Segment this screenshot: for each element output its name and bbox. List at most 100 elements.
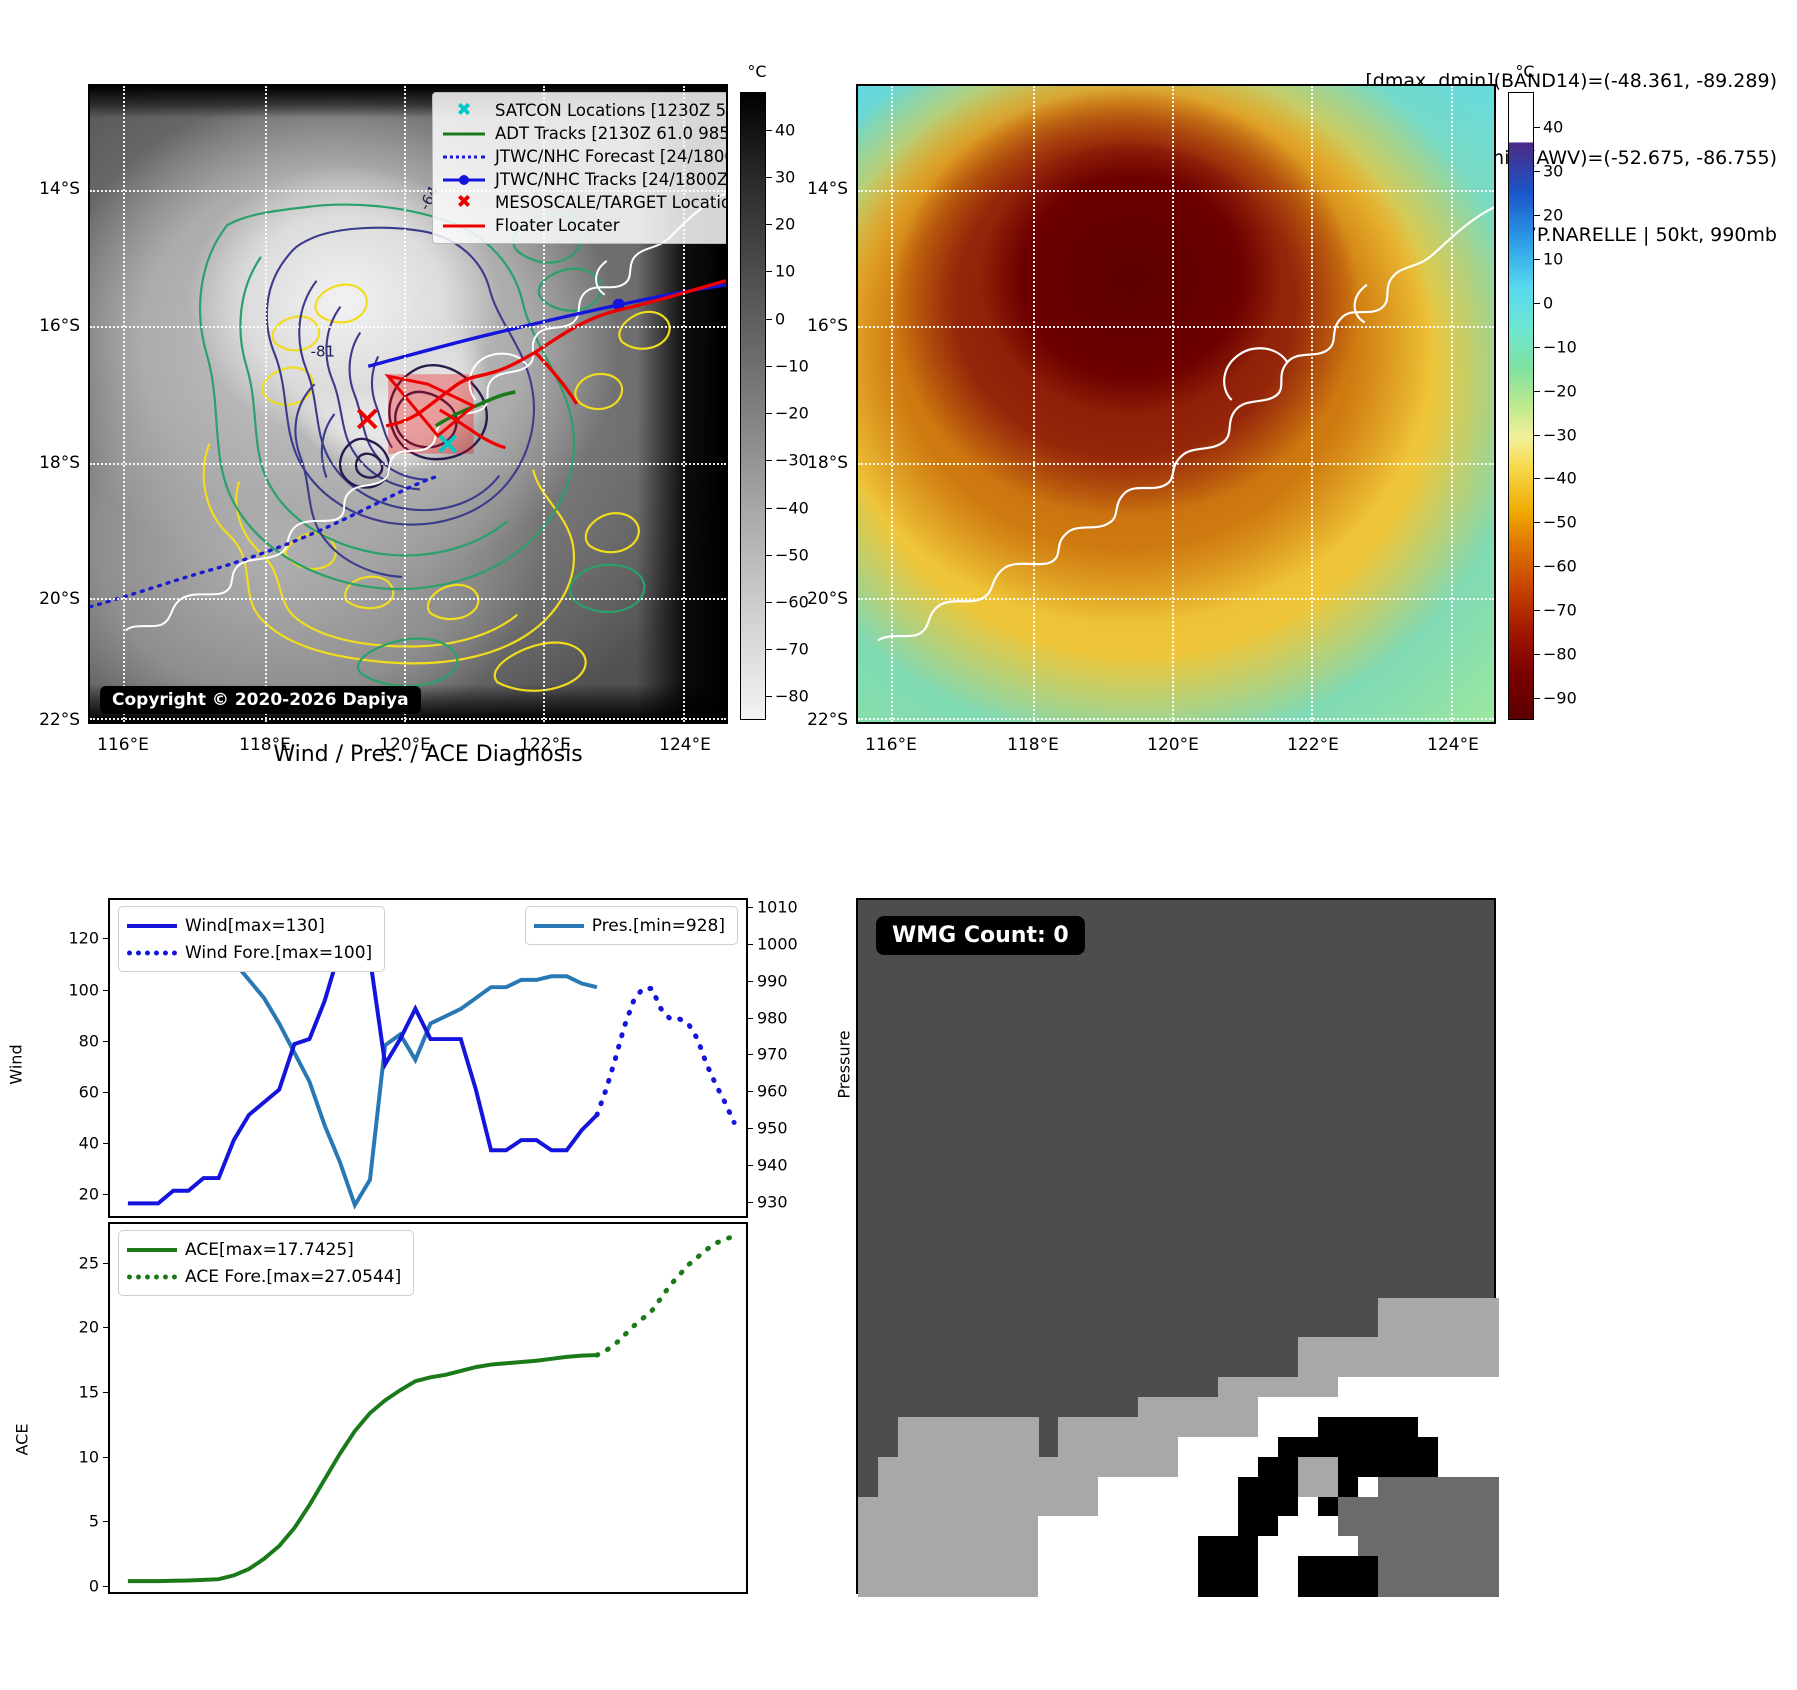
wmg-cell [1118,1476,1139,1498]
wmg-cell [1398,1536,1419,1557]
colorbar-tick-label: 30 [775,167,796,187]
wmg-cell [1038,1476,1059,1498]
wmg-cell [1138,1456,1159,1478]
wmg-cell [938,1436,959,1458]
axis-tick-label: 120 [68,928,99,948]
wmg-cell [978,1556,999,1577]
wmg-cell [1298,1496,1319,1518]
wmg-cell [998,1496,1019,1518]
wmg-cell [1438,1436,1459,1458]
colorbar-tick-label: −60 [1543,556,1577,576]
wmg-cell [1018,1556,1039,1577]
colorbar-tick-mark [1534,434,1540,436]
wmg-cell [1458,1496,1479,1518]
wmg-cell [1298,1377,1319,1398]
colorbar-tick-label: −40 [1543,468,1577,488]
wmg-cell [898,1476,919,1498]
wmg-cell [1178,1496,1199,1518]
wmg-cell [1078,1556,1099,1577]
ace-axis-label: ACE [12,1423,32,1456]
wmg-cell [1158,1417,1179,1438]
colorbar-tick-mark [766,460,772,462]
wmg-cell [1338,1576,1359,1597]
wmg-panel[interactable]: WMG Count: 0 [856,898,1499,1597]
wmg-cell [1078,1516,1099,1537]
wmg-cell [1398,1297,1419,1319]
wmg-cell [1278,1576,1299,1597]
colorbar-tick-mark [1534,258,1540,260]
legend-item-ace: ACE[max=17.7425] [127,1236,401,1263]
wmg-cell [898,1436,919,1458]
wmg-cell [1098,1536,1119,1557]
wmg-cell [1098,1476,1119,1498]
wind-pressure-plot[interactable]: 20 40 60 80 100 120 930 940 950 960 970 980 990 1000… [68,898,798,1218]
ir-lat-label-20s: 20°S [39,589,80,609]
wmg-cell [1458,1536,1479,1557]
axis-tick-label: 0 [88,1576,99,1596]
legend-item-wind: Wind[max=130] [127,912,372,939]
wv-satellite-map[interactable] [856,84,1496,724]
wmg-cell [898,1496,919,1518]
wmg-cell [1258,1496,1279,1518]
wmg-cell [1198,1456,1219,1478]
wmg-cell [958,1496,979,1518]
legend-label-floater: Floater Locater [495,216,620,235]
wmg-cell [1038,1536,1059,1557]
wmg-cell [958,1556,979,1577]
wmg-cell [998,1536,1019,1557]
colorbar-tick-label: −70 [1543,600,1577,620]
wmg-cell [1238,1496,1259,1518]
legend-label-satcon: SATCON Locations [1230Z 50 990] [495,101,727,120]
wmg-cell [918,1556,939,1577]
wmg-cell [1018,1476,1039,1498]
wmg-cell [1438,1317,1459,1339]
wmg-cell [1138,1436,1159,1458]
jtwc-track [367,283,726,368]
wmg-cell [1378,1436,1399,1458]
wmg-cell [1198,1536,1219,1557]
axis-tick-mark [746,907,753,909]
wv-lat-label-20s: 20°S [807,589,848,609]
wmg-cell [1238,1576,1259,1597]
wmg-cell [1258,1377,1279,1398]
axis-tick-label: 40 [78,1133,99,1153]
wv-lon-label-120e: 120°E [1147,735,1199,755]
colorbar-tick-label: −10 [775,356,809,376]
axis-tick-label: 1010 [757,897,798,917]
wmg-cell [1358,1377,1379,1398]
ir-lat-label-14s: 14°S [39,179,80,199]
wmg-cell [1338,1337,1359,1358]
wmg-count-badge: WMG Count: 0 [876,916,1085,955]
wmg-cell [938,1417,959,1438]
wmg-cell [1418,1357,1439,1378]
wmg-cell [1098,1436,1119,1458]
colorbar-tick-mark [766,554,772,556]
jtwc-forecast-track [90,473,442,609]
ir-satellite-map[interactable]: -64 -81 [88,84,728,724]
wmg-cell [1438,1297,1459,1319]
wmg-cell [1118,1417,1139,1438]
legend-label-jtwc-forecast: JTWC/NHC Forecast [24/1800Z] [495,147,728,166]
wmg-cell [1058,1456,1079,1478]
wmg-cell [1138,1476,1159,1498]
wmg-cell [1458,1317,1479,1339]
ace-plot[interactable]: 0 5 10 15 20 25 ACE[max=17.7425] ACE Fore.[ma… [79,1222,748,1595]
wmg-cell [938,1516,959,1537]
wmg-cell [1278,1556,1299,1577]
satcon-x-icon: ✖ [456,99,472,121]
wmg-cell [1418,1476,1439,1498]
wmg-cell [1338,1536,1359,1557]
wmg-cell [1458,1516,1479,1537]
axis-tick-mark [103,1040,110,1042]
wmg-cell [1018,1536,1039,1557]
wmg-cell [1038,1556,1059,1577]
wmg-cell [1218,1496,1239,1518]
legend-label-ace-forecast: ACE Fore.[max=27.0544] [185,1266,402,1287]
wind-axis-label: Wind [6,1044,26,1085]
wmg-cell [958,1536,979,1557]
wmg-cell [978,1516,999,1537]
wmg-cell [1058,1436,1079,1458]
wmg-cell [1098,1576,1119,1597]
wmg-cell [1298,1576,1319,1597]
